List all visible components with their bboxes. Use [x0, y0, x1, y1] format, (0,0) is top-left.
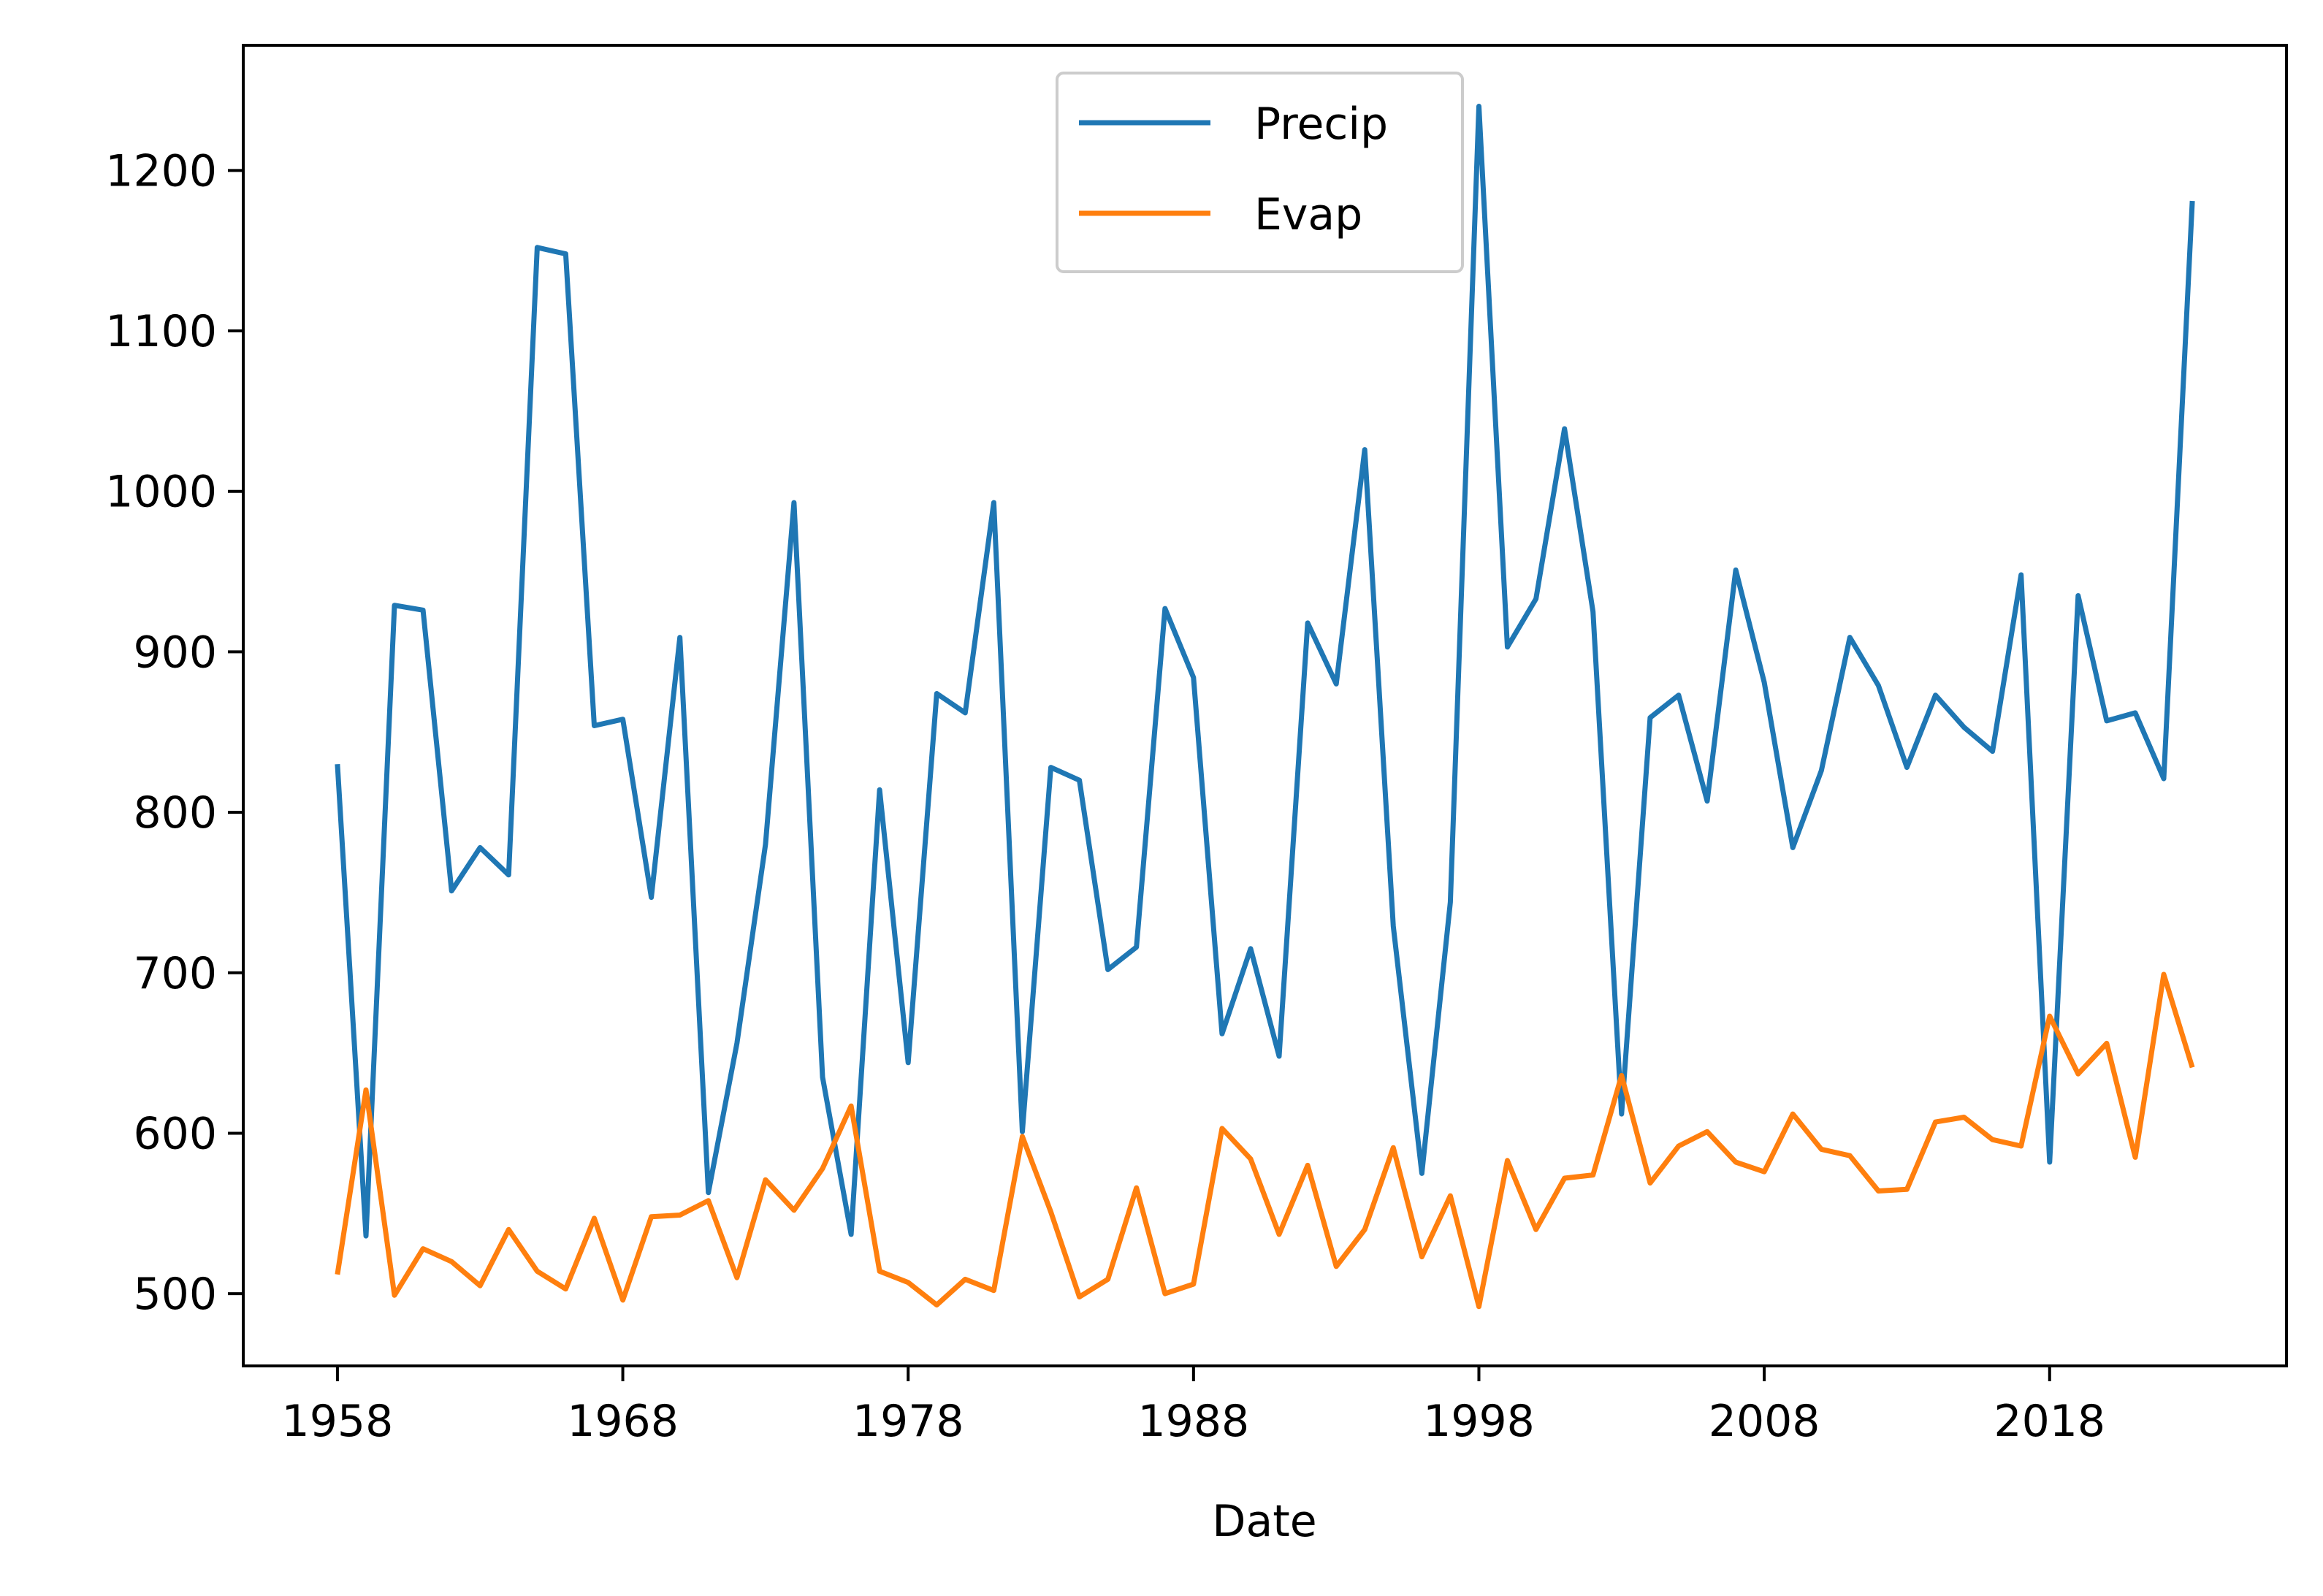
- x-tick-label: 2018: [1994, 1396, 2105, 1447]
- plot-frame: [242, 44, 2288, 1367]
- x-tick-label: 1978: [852, 1396, 964, 1447]
- y-tick-label: 700: [133, 948, 217, 999]
- series-line-precip: [335, 104, 2195, 1239]
- y-tick-label: 800: [133, 787, 217, 839]
- y-tick-label: 900: [133, 627, 217, 678]
- y-tick-label: 1100: [105, 306, 217, 357]
- x-axis-title: Date: [1212, 1496, 1316, 1547]
- x-axis: 1958 1968 1978 1988 1998 2008 2018: [282, 1366, 2105, 1447]
- y-axis: 500 600 700 800 900 1000 1100 1200: [105, 145, 243, 1320]
- y-tick-label: 500: [133, 1269, 217, 1320]
- x-tick-label: 1958: [282, 1396, 394, 1447]
- x-tick-label: 2008: [1709, 1396, 1820, 1447]
- y-tick-label: 1000: [105, 467, 217, 518]
- series-layer: [335, 104, 2195, 1310]
- x-tick-label: 1968: [567, 1396, 679, 1447]
- legend: Precip Evap: [1056, 72, 1464, 273]
- legend-label-evap: Evap: [1254, 189, 1362, 240]
- y-tick-label: 1200: [105, 145, 217, 196]
- y-tick-label: 600: [133, 1108, 217, 1159]
- x-tick-label: 1998: [1423, 1396, 1535, 1447]
- legend-label-precip: Precip: [1254, 99, 1388, 150]
- series-line-evap: [335, 971, 2195, 1310]
- x-tick-label: 1988: [1137, 1396, 1249, 1447]
